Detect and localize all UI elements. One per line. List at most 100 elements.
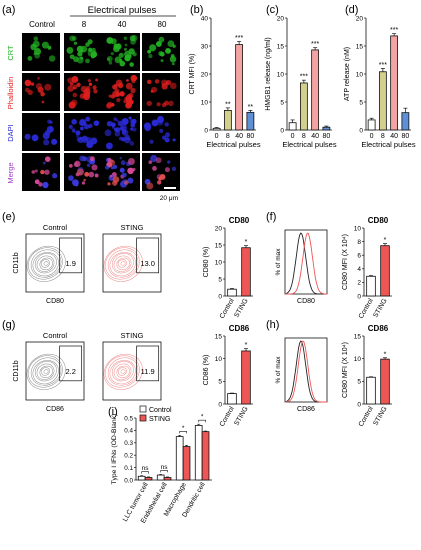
- histogram-x-label: CD80: [297, 298, 315, 305]
- x-tick-label: 8: [381, 133, 385, 140]
- y-tick-label: 0: [357, 293, 361, 300]
- cell-blob: [125, 82, 133, 90]
- bar: [390, 35, 399, 131]
- column-label-control: Control: [29, 20, 55, 29]
- x-tick-label: STING: [233, 406, 249, 427]
- cell-blob: [51, 173, 58, 179]
- cell-blob: [48, 55, 56, 62]
- cell-blob: [130, 119, 135, 124]
- cell-blob: [115, 91, 121, 97]
- bar: [288, 122, 297, 131]
- y-axis-label: ATP release (nM): [344, 47, 351, 101]
- cell-blob: [30, 82, 35, 86]
- contour-line: [103, 245, 143, 282]
- flow-y-label: CD11b: [13, 252, 20, 273]
- cell-blob: [124, 180, 129, 185]
- y-tick-label: 5: [280, 99, 284, 106]
- cell-blob: [112, 180, 118, 186]
- y-tick-label: 0.3: [124, 440, 133, 447]
- y-tick-label: 0.2: [124, 453, 133, 460]
- significance-bracket: [141, 471, 149, 474]
- cell-blob: [73, 130, 76, 134]
- cell-blob: [85, 85, 91, 91]
- y-tick-label: 15: [215, 333, 223, 340]
- cell-blob: [149, 44, 157, 52]
- cell-blob: [111, 102, 115, 106]
- bar: [235, 44, 244, 131]
- x-tick-label: 40: [235, 133, 243, 140]
- significance-label: ***: [311, 41, 319, 48]
- contour-line: [104, 355, 140, 388]
- cell-blob: [83, 93, 90, 101]
- cell-blob: [129, 35, 136, 42]
- y-tick-label: 30: [201, 43, 209, 50]
- chart-title: CD86: [229, 324, 250, 333]
- contour-line: [39, 257, 53, 271]
- cd86-histogram: % of max CD86: [275, 337, 328, 413]
- cell-blob: [118, 136, 123, 141]
- flow-x-label: CD80: [46, 298, 64, 305]
- cell-blob: [34, 179, 40, 185]
- cell-blob: [151, 119, 159, 127]
- cell-blob: [110, 38, 117, 45]
- y-axis-label: CD80 MFI (X 10⁴): [342, 342, 349, 398]
- chart-title: CD80: [229, 216, 250, 225]
- contour-line: [117, 367, 127, 376]
- cell-blob: [115, 79, 123, 87]
- cell-blob: [73, 86, 76, 90]
- cell-blob: [129, 141, 135, 146]
- x-tick-label: 8: [302, 133, 306, 140]
- significance-label: *: [384, 237, 387, 244]
- bar: [241, 247, 251, 297]
- cell-blob: [27, 56, 33, 61]
- bar: [227, 288, 237, 297]
- cell-blob: [87, 79, 91, 83]
- cell-blob: [41, 100, 45, 104]
- y-tick-label: 5: [359, 99, 363, 106]
- x-tick-label: 80: [322, 133, 330, 140]
- cell-blob: [31, 170, 36, 174]
- cell-blob: [152, 166, 157, 171]
- cell-blob: [69, 81, 74, 86]
- cell-blob: [30, 43, 37, 51]
- contour-line: [111, 253, 134, 274]
- y-tick-label: 6: [357, 253, 361, 260]
- cell-blob: [108, 159, 116, 166]
- cell-blob: [38, 182, 43, 187]
- cell-blob: [161, 79, 168, 86]
- y-axis-label: CRT MFI (%): [189, 54, 196, 95]
- y-tick-label: 5: [218, 379, 222, 386]
- histogram-control-curve: [284, 232, 327, 295]
- cell-blob: [83, 123, 90, 130]
- y-tick-label: 10: [201, 99, 209, 106]
- cell-blob: [165, 47, 171, 54]
- y-axis-label: Type I IFNs (OD-Blank): [111, 414, 118, 485]
- y-tick-label: 15: [356, 43, 364, 50]
- histogram-y-label: % of max: [275, 356, 282, 384]
- cell-blob: [156, 102, 161, 107]
- significance-label: ***: [390, 27, 398, 34]
- cell-blob: [132, 167, 136, 172]
- cell-blob: [106, 120, 113, 127]
- cell-blob: [146, 100, 152, 107]
- cell-blob: [94, 173, 99, 178]
- cell-blob: [44, 169, 50, 175]
- cell-blob: [87, 39, 93, 45]
- cell-blob: [37, 86, 44, 93]
- panel-b-label: (b): [190, 4, 203, 16]
- flow-plot-frame: [25, 341, 85, 401]
- cell-blob: [27, 89, 33, 96]
- cell-blob: [126, 79, 129, 82]
- cell-blob: [105, 142, 113, 150]
- cell-blob: [110, 51, 114, 56]
- gate-value: 1.9: [65, 259, 75, 268]
- contour-line: [26, 353, 66, 390]
- y-tick-label: 10: [354, 356, 362, 363]
- cell-blob: [114, 130, 121, 137]
- cell-blob: [124, 43, 128, 47]
- cell-blob: [158, 36, 165, 43]
- contour-line: [116, 257, 130, 271]
- cell-blob: [164, 137, 170, 143]
- cell-blob: [67, 85, 74, 92]
- significance-label: ***: [235, 35, 243, 42]
